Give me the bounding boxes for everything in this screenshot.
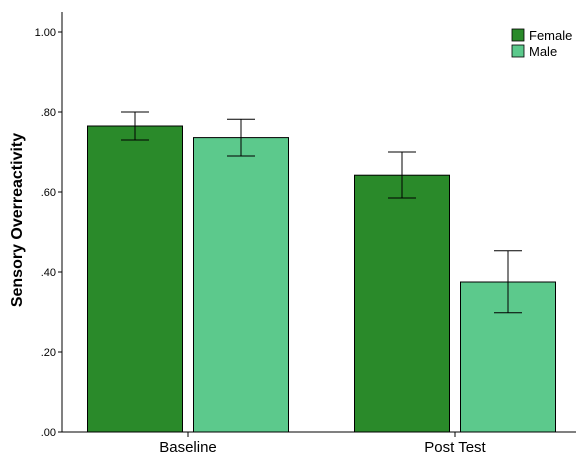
y-tick-label: .40: [41, 267, 56, 279]
y-axis-title-wrap: Sensory Overreactivity: [8, 70, 28, 370]
y-tick-label: .80: [41, 107, 56, 119]
y-tick-label: .00: [41, 427, 56, 439]
x-tick-label: Baseline: [159, 439, 217, 456]
y-axis-title: Sensory Overreactivity: [9, 132, 27, 308]
legend-label: Female: [529, 28, 572, 43]
y-tick-label: 1.00: [35, 27, 56, 39]
bar: [354, 174, 450, 433]
y-tick-label: .60: [41, 187, 56, 199]
bar: [87, 125, 183, 433]
legend-label: Male: [529, 44, 557, 59]
legend-swatch: [511, 28, 525, 42]
bar: [193, 137, 289, 433]
y-tick-label: .20: [41, 347, 56, 359]
legend-swatch: [511, 44, 525, 58]
x-tick-label: Post Test: [424, 439, 486, 456]
